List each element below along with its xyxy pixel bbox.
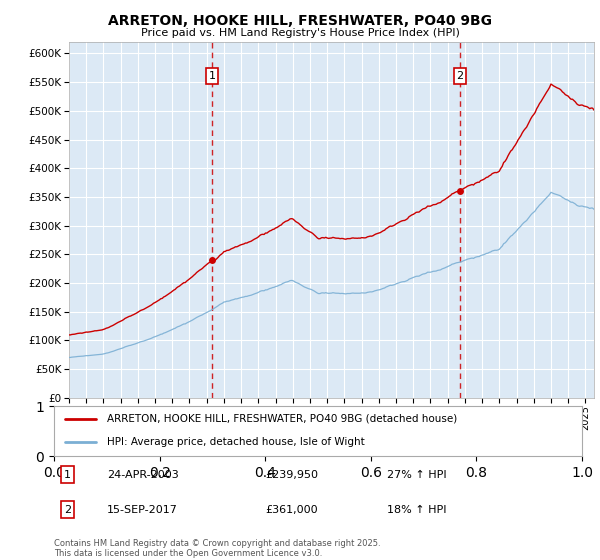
Text: 1: 1	[208, 71, 215, 81]
Text: Price paid vs. HM Land Registry's House Price Index (HPI): Price paid vs. HM Land Registry's House …	[140, 28, 460, 38]
Text: £239,950: £239,950	[265, 470, 318, 479]
Text: 18% ↑ HPI: 18% ↑ HPI	[386, 505, 446, 515]
Text: 27% ↑ HPI: 27% ↑ HPI	[386, 470, 446, 479]
Text: 15-SEP-2017: 15-SEP-2017	[107, 505, 178, 515]
Text: £361,000: £361,000	[265, 505, 318, 515]
Text: 1: 1	[64, 470, 71, 479]
Text: 24-APR-2003: 24-APR-2003	[107, 470, 179, 479]
Text: ARRETON, HOOKE HILL, FRESHWATER, PO40 9BG: ARRETON, HOOKE HILL, FRESHWATER, PO40 9B…	[108, 14, 492, 28]
Text: 2: 2	[64, 505, 71, 515]
Text: ARRETON, HOOKE HILL, FRESHWATER, PO40 9BG (detached house): ARRETON, HOOKE HILL, FRESHWATER, PO40 9B…	[107, 414, 457, 423]
Text: 2: 2	[457, 71, 463, 81]
Text: Contains HM Land Registry data © Crown copyright and database right 2025.
This d: Contains HM Land Registry data © Crown c…	[54, 539, 380, 558]
Text: HPI: Average price, detached house, Isle of Wight: HPI: Average price, detached house, Isle…	[107, 437, 365, 447]
